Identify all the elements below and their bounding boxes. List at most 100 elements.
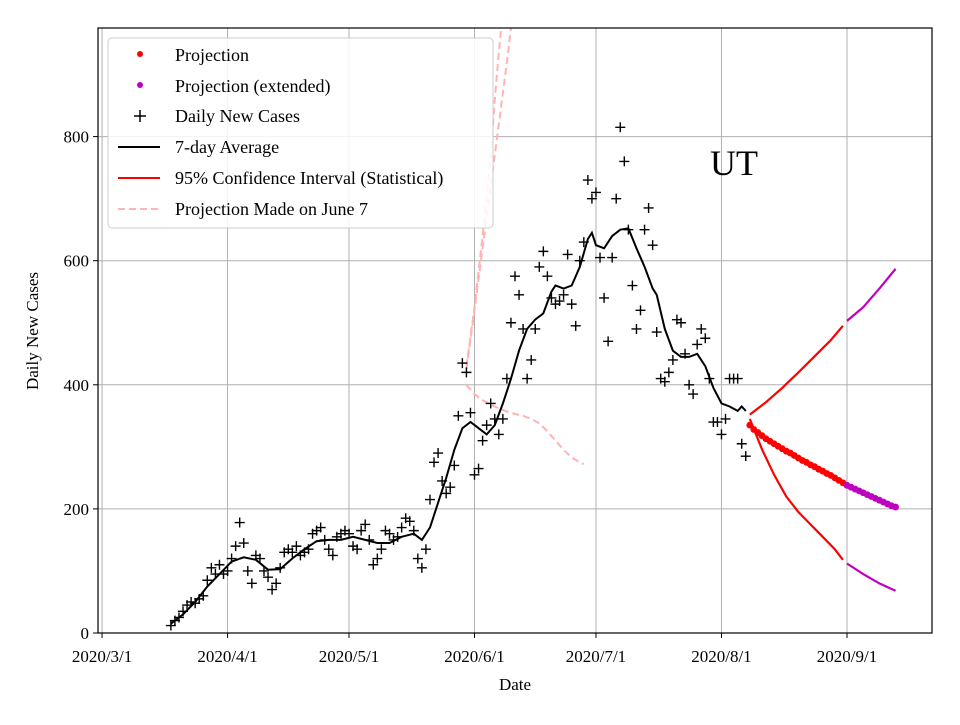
y-tick-label: 800 bbox=[64, 128, 90, 147]
daily-case-point bbox=[408, 525, 419, 536]
ticks: 2020/3/1 2020/4/1 2020/5/1 2020/6/1 2020/7/1… bbox=[64, 128, 878, 666]
daily-case-point bbox=[360, 519, 371, 530]
daily-case-point bbox=[275, 562, 286, 573]
daily-case-point bbox=[323, 544, 334, 555]
legend-marker-projection bbox=[137, 51, 143, 57]
daily-case-point bbox=[364, 534, 375, 545]
daily-case-point bbox=[603, 336, 614, 347]
daily-case-point bbox=[635, 305, 646, 316]
legend-label-june7-projection: Projection Made on June 7 bbox=[175, 199, 368, 219]
daily-case-point bbox=[619, 156, 630, 167]
daily-case-point bbox=[574, 255, 585, 266]
legend-box bbox=[107, 37, 494, 229]
daily-case-point bbox=[518, 323, 529, 334]
y-axis-label: Daily New Cases bbox=[23, 272, 42, 390]
daily-case-point bbox=[190, 598, 201, 609]
daily-case-point bbox=[599, 292, 610, 303]
daily-case-point bbox=[226, 553, 237, 564]
daily-case-point bbox=[631, 323, 642, 334]
daily-case-point bbox=[441, 488, 452, 499]
daily-case-point bbox=[230, 541, 241, 552]
daily-case-point bbox=[258, 565, 269, 576]
x-tick-label: 2020/3/1 bbox=[72, 647, 132, 666]
daily-case-point bbox=[246, 578, 257, 589]
daily-case-point bbox=[234, 517, 245, 528]
daily-case-point bbox=[493, 429, 504, 440]
daily-case-point bbox=[271, 578, 282, 589]
legend-label-projection-extended: Projection (extended) bbox=[175, 76, 330, 97]
daily-case-point bbox=[319, 534, 330, 545]
daily-case-point bbox=[429, 457, 440, 468]
y-tick-label: 0 bbox=[81, 624, 90, 643]
state-label: UT bbox=[710, 143, 758, 183]
daily-case-point bbox=[692, 339, 703, 350]
daily-case-point bbox=[449, 460, 460, 471]
daily-case-point bbox=[437, 475, 448, 486]
y-tick-label: 600 bbox=[64, 252, 90, 271]
daily-case-point bbox=[263, 572, 274, 583]
daily-case-point bbox=[659, 376, 670, 387]
daily-case-point bbox=[700, 333, 711, 344]
legend-label-confidence-interval: 95% Confidence Interval (Statistical) bbox=[175, 168, 443, 189]
daily-case-point bbox=[186, 596, 197, 607]
daily-case-point bbox=[570, 320, 581, 331]
daily-case-point bbox=[582, 175, 593, 186]
daily-case-point bbox=[514, 289, 525, 300]
daily-case-point bbox=[485, 398, 496, 409]
daily-case-point bbox=[562, 249, 573, 260]
daily-case-point bbox=[202, 575, 213, 586]
legend-marker-projection-extended bbox=[137, 82, 143, 88]
daily-case-point bbox=[639, 224, 650, 235]
legend-label-7day-average: 7-day Average bbox=[175, 137, 279, 157]
daily-case-point bbox=[667, 354, 678, 365]
x-tick-label: 2020/4/1 bbox=[197, 647, 257, 666]
legend-label-projection: Projection bbox=[175, 45, 249, 65]
daily-case-point bbox=[384, 528, 395, 539]
plot-frame bbox=[97, 27, 933, 634]
daily-case-point bbox=[554, 296, 565, 307]
daily-case-point bbox=[740, 451, 751, 462]
daily-case-point bbox=[712, 417, 723, 428]
daily-case-point bbox=[647, 240, 658, 251]
projection-extended-point bbox=[892, 503, 899, 511]
daily-case-point bbox=[287, 547, 298, 558]
daily-case-point bbox=[242, 565, 253, 576]
confidence-interval-line bbox=[749, 325, 844, 416]
daily-case-point bbox=[522, 373, 533, 384]
daily-case-point bbox=[688, 389, 699, 400]
daily-case-point bbox=[623, 224, 634, 235]
daily-case-point bbox=[627, 280, 638, 291]
daily-case-point bbox=[214, 559, 225, 570]
series-layer bbox=[165, 27, 899, 631]
daily-case-point bbox=[424, 494, 435, 505]
legend: Projection Projection (extended) Daily N… bbox=[107, 37, 494, 229]
daily-case-point bbox=[453, 410, 464, 421]
daily-case-point bbox=[680, 348, 691, 359]
daily-case-point bbox=[392, 531, 403, 542]
daily-case-point bbox=[578, 237, 589, 248]
x-tick-label: 2020/6/1 bbox=[444, 647, 504, 666]
daily-case-point bbox=[327, 550, 338, 561]
daily-case-point bbox=[590, 187, 601, 198]
daily-case-point bbox=[465, 407, 476, 418]
daily-case-point bbox=[254, 553, 265, 564]
daily-case-point bbox=[396, 522, 407, 533]
daily-case-point bbox=[473, 463, 484, 474]
daily-case-point bbox=[720, 413, 731, 424]
daily-case-point bbox=[344, 528, 355, 539]
daily-case-point bbox=[607, 252, 618, 263]
daily-case-point bbox=[303, 544, 314, 555]
daily-case-point bbox=[611, 193, 622, 204]
daily-case-point bbox=[595, 252, 606, 263]
daily-case-point bbox=[501, 373, 512, 384]
daily-case-point bbox=[615, 122, 626, 133]
x-tick-label: 2020/5/1 bbox=[319, 647, 379, 666]
daily-case-point bbox=[675, 317, 686, 328]
daily-case-point bbox=[173, 612, 184, 623]
daily-case-point bbox=[238, 538, 249, 549]
confidence-interval-line bbox=[846, 268, 897, 322]
daily-case-point bbox=[461, 367, 472, 378]
daily-case-point bbox=[538, 246, 549, 257]
confidence-interval-line bbox=[748, 418, 844, 561]
